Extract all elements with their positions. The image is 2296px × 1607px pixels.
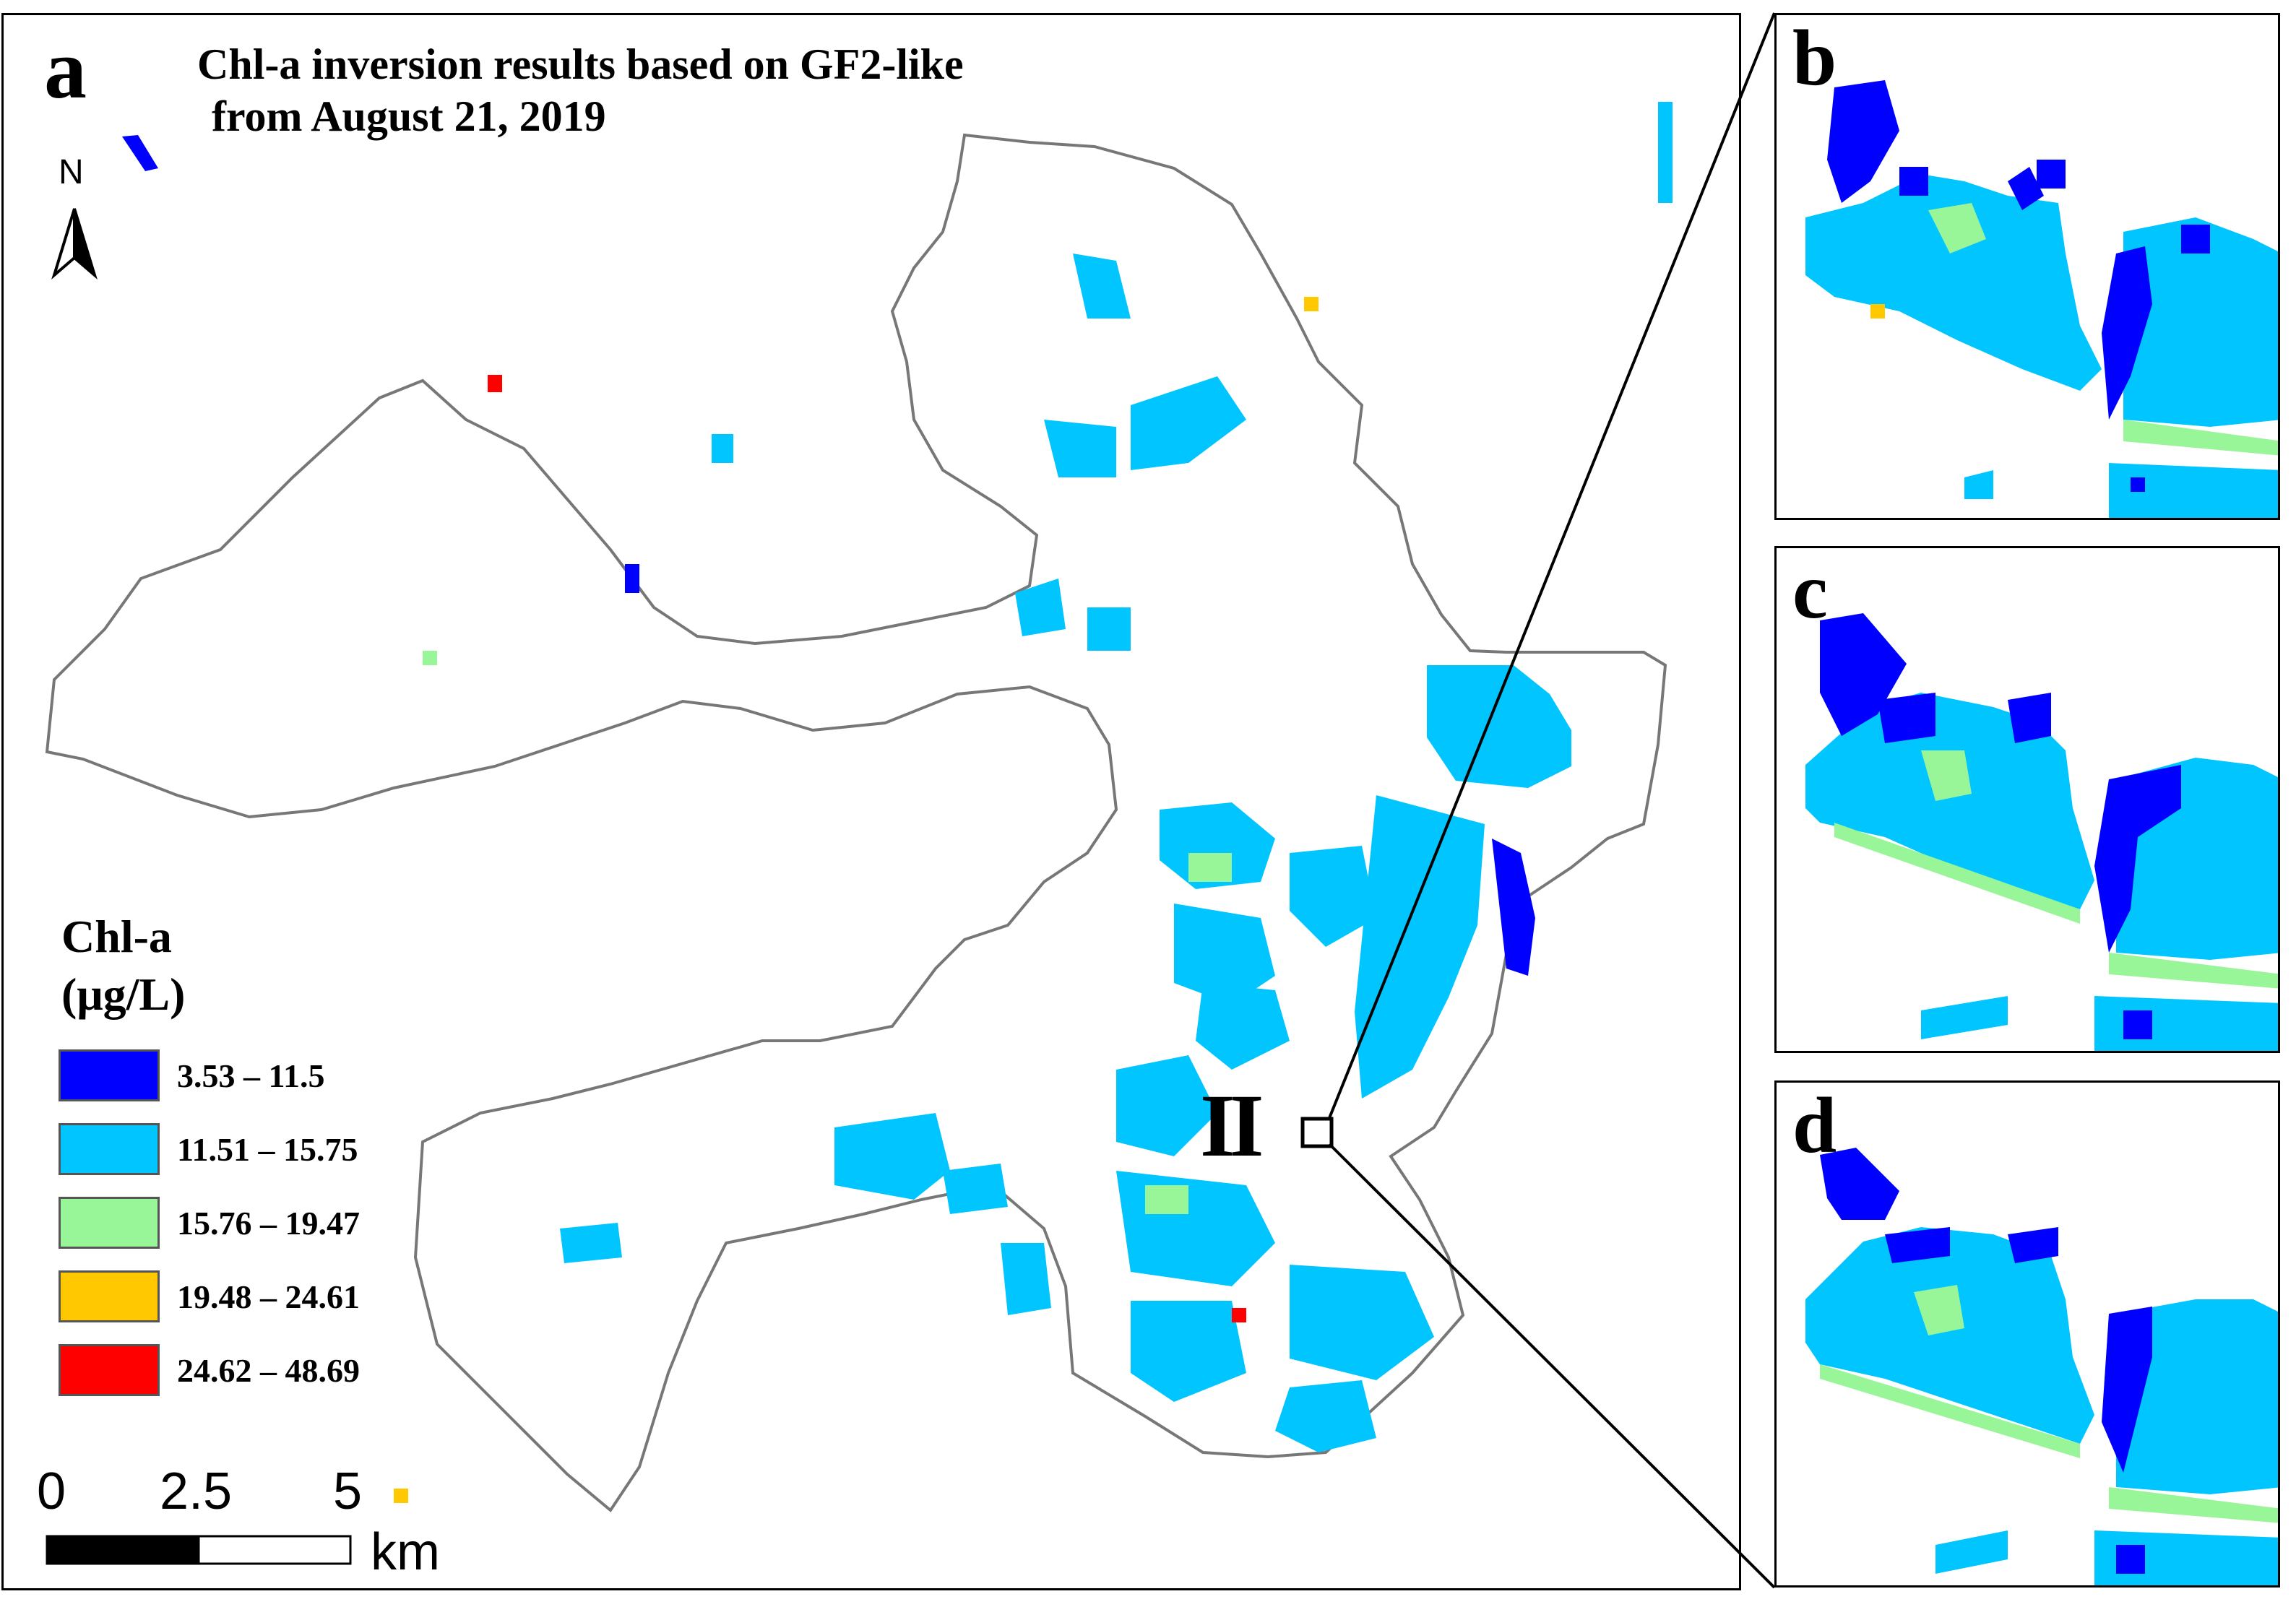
panel-label-a: a bbox=[44, 22, 87, 116]
pond-north-4 bbox=[1015, 579, 1066, 636]
scale-unit: km bbox=[371, 1523, 440, 1581]
pond-west-green bbox=[423, 651, 437, 665]
pond-west bbox=[943, 1164, 1008, 1214]
lake-northeast bbox=[1427, 665, 1571, 788]
pond-red-2 bbox=[1232, 1308, 1246, 1322]
pond-southwest-2 bbox=[1001, 1243, 1051, 1315]
north-arrow-icon bbox=[51, 208, 98, 280]
legend-swatch bbox=[59, 1197, 160, 1249]
pond-south-3 bbox=[1290, 1265, 1434, 1380]
lake-east-dark bbox=[1492, 839, 1535, 976]
legend-item: 24.62 – 48.69 bbox=[59, 1341, 360, 1399]
pond-red-1 bbox=[488, 375, 502, 392]
pond-center-4 bbox=[1196, 983, 1290, 1070]
pond-west-lake bbox=[712, 434, 733, 463]
pond-northwest-dark bbox=[122, 135, 158, 171]
pond-center-3 bbox=[1174, 904, 1275, 1005]
pond-south-4 bbox=[1275, 1380, 1376, 1452]
pond-mid-green-2 bbox=[1145, 1185, 1188, 1214]
panel-label-b: b bbox=[1792, 14, 1837, 102]
pond-west-dark bbox=[625, 564, 639, 593]
site-label: II bbox=[1200, 1076, 1264, 1175]
legend-label: 24.62 – 48.69 bbox=[177, 1351, 360, 1389]
pond-rect bbox=[560, 1223, 622, 1263]
legend-label: 15.76 – 19.47 bbox=[177, 1204, 360, 1242]
main-map-panel: a Chl-a inversion results based on GF2-l… bbox=[1, 13, 1741, 1590]
legend-item: 11.51 – 15.75 bbox=[59, 1120, 358, 1178]
legend-label: 3.53 – 11.5 bbox=[177, 1057, 325, 1094]
north-label: N bbox=[59, 153, 84, 191]
legend-label: 11.51 – 15.75 bbox=[177, 1130, 358, 1168]
legend-item: 19.48 – 24.61 bbox=[59, 1268, 360, 1325]
site-marker-box bbox=[1300, 1117, 1334, 1148]
inset-d-canvas bbox=[1805, 1148, 2278, 1585]
pond-north-3 bbox=[1073, 254, 1131, 319]
pond-orange-2 bbox=[394, 1489, 408, 1503]
scale-bar bbox=[46, 1535, 352, 1565]
legend-swatch bbox=[59, 1049, 160, 1101]
pond-center-5 bbox=[1116, 1055, 1217, 1156]
map-title-line1: Chl-a inversion results based on GF2-lik… bbox=[197, 40, 964, 88]
pond-north-1 bbox=[1131, 376, 1246, 470]
pond-south-2 bbox=[1131, 1301, 1246, 1402]
inset-panel-c: c bbox=[1774, 546, 2280, 1053]
legend-swatch bbox=[59, 1123, 160, 1175]
scale-tick-0: 0 bbox=[37, 1463, 66, 1520]
pond-north-2 bbox=[1044, 420, 1116, 477]
legend-item: 3.53 – 11.5 bbox=[59, 1047, 324, 1104]
inset-c-canvas bbox=[1805, 613, 2278, 1051]
legend-item: 15.76 – 19.47 bbox=[59, 1194, 360, 1252]
pond-north-5 bbox=[1087, 607, 1131, 651]
legend-title: Chl-a bbox=[61, 911, 172, 962]
inset-panel-b: b bbox=[1774, 13, 2280, 520]
panel-label-c: c bbox=[1792, 547, 1828, 635]
pond-southwest bbox=[834, 1113, 950, 1200]
map-title-line2: from August 21, 2019 bbox=[212, 92, 606, 140]
lake-east bbox=[1355, 795, 1485, 1099]
inset-panel-d: d bbox=[1774, 1080, 2280, 1587]
inset-b-canvas bbox=[1805, 80, 2278, 518]
pond-northeast-strip bbox=[1658, 102, 1673, 203]
legend-swatch bbox=[59, 1270, 160, 1322]
legend-label: 19.48 – 24.61 bbox=[177, 1278, 360, 1315]
scale-tick-5: 5 bbox=[333, 1463, 363, 1520]
pond-mid-green bbox=[1188, 853, 1232, 882]
scale-tick-2-5: 2.5 bbox=[160, 1463, 233, 1520]
legend-unit: (μg/L) bbox=[61, 969, 186, 1020]
panel-label-d: d bbox=[1792, 1081, 1837, 1169]
pond-orange-1 bbox=[1304, 297, 1319, 311]
pond-south-1 bbox=[1116, 1171, 1275, 1286]
legend-swatch bbox=[59, 1344, 160, 1396]
